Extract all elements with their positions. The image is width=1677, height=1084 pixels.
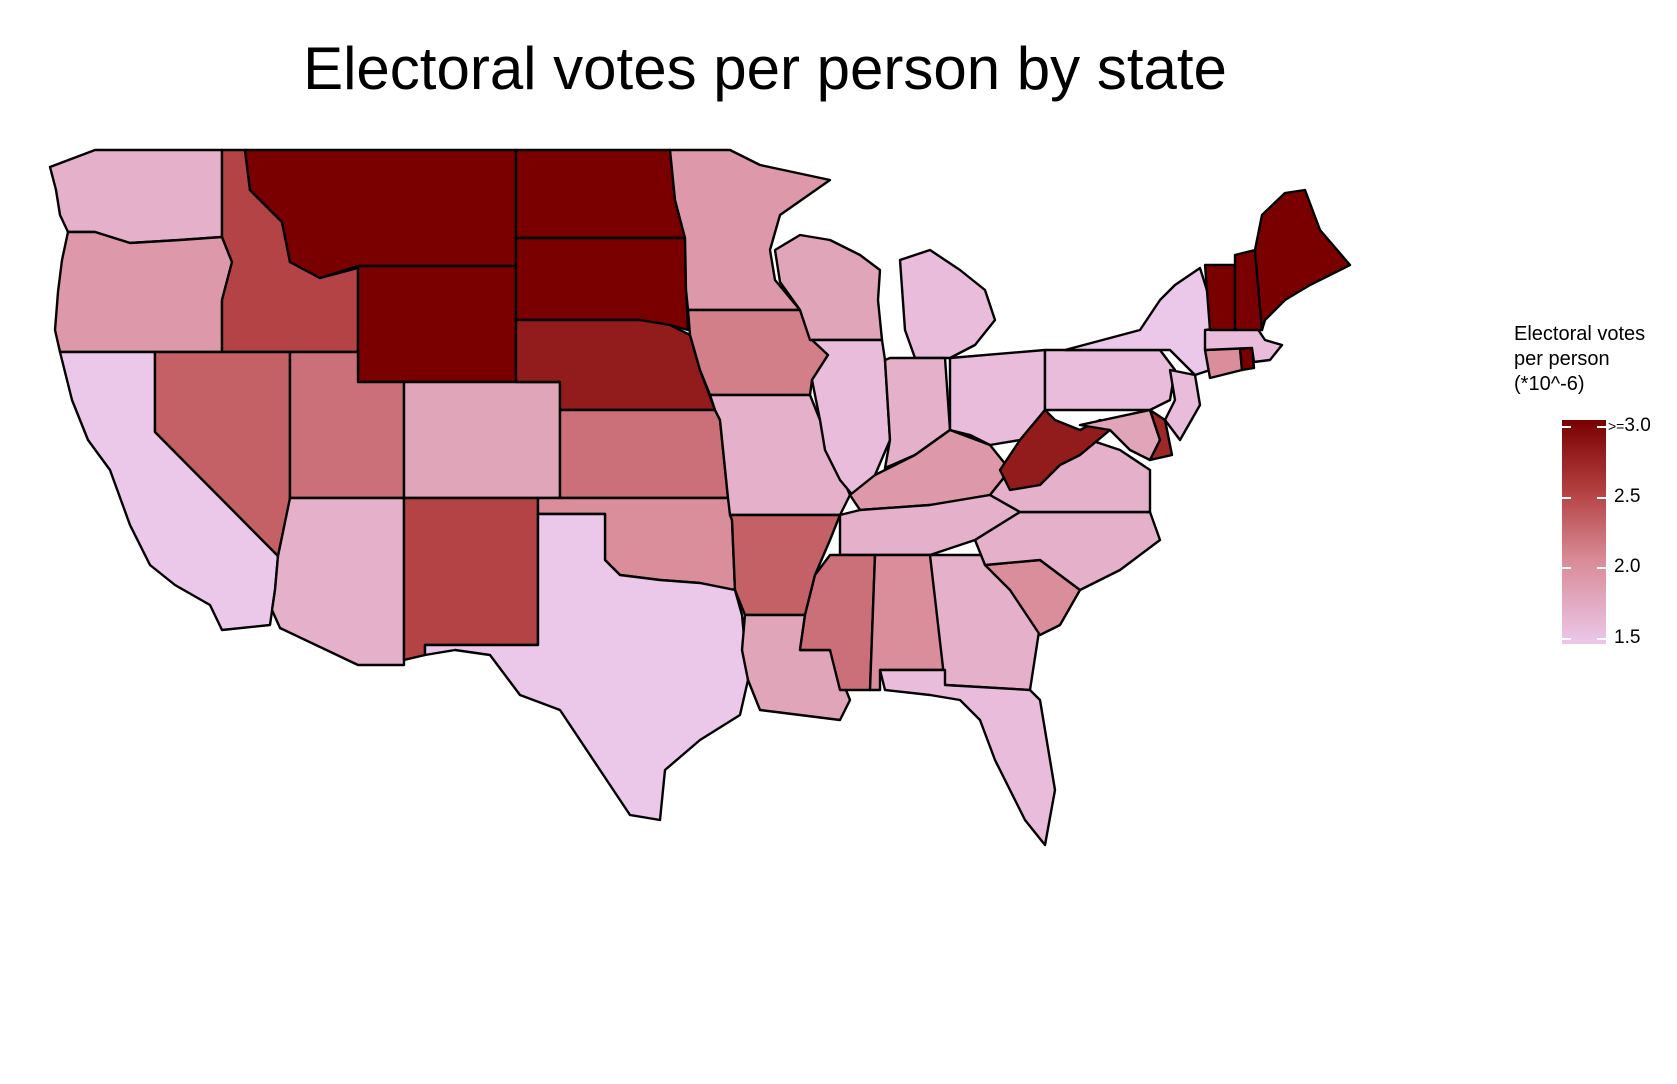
legend-tick-mark [1562, 497, 1571, 499]
state-connecticut [1203, 346, 1244, 380]
state-wyoming [356, 264, 518, 384]
state-florida [878, 668, 1057, 847]
legend-color-bar [1562, 420, 1606, 644]
legend-tick-value: 3.0 [1624, 415, 1651, 436]
state-arizona [270, 496, 406, 667]
state-vermont [1203, 263, 1237, 332]
state-washington [48, 148, 224, 245]
state-oregon [53, 230, 234, 354]
legend-tick-value: 2.0 [1614, 556, 1641, 577]
state-new-jersey [1163, 368, 1202, 442]
legend-tick-mark [1597, 497, 1606, 499]
legend-tick-mark [1562, 638, 1571, 640]
legend-tick-label: >=3.0 [1608, 415, 1651, 437]
state-north-dakota [514, 148, 687, 240]
state-kansas [558, 408, 730, 500]
legend-tick-label: 1.5 [1614, 627, 1640, 649]
legend-title: Electoral votes per person (*10^-6) [1514, 322, 1674, 397]
color-legend: Electoral votes per person (*10^-6) >=3.… [1514, 322, 1674, 648]
state-illinois [810, 338, 892, 500]
legend-tick-value: 1.5 [1614, 627, 1641, 648]
state-maine [1253, 188, 1352, 332]
legend-tick-label: 2.5 [1614, 486, 1640, 508]
state-new-mexico [402, 496, 540, 662]
legend-tick-value: 2.5 [1614, 486, 1641, 507]
us-states-choropleth-map [48, 148, 1352, 847]
state-new-york [1063, 266, 1212, 377]
state-wisconsin [773, 233, 884, 342]
state-colorado [402, 380, 562, 500]
state-delaware [1148, 408, 1174, 462]
legend-title-line: Electoral votes [1514, 323, 1646, 345]
legend-tick-mark [1597, 567, 1606, 569]
state-minnesota [668, 148, 832, 312]
legend-tick-label: 2.0 [1614, 556, 1640, 578]
state-michigan [898, 248, 997, 360]
state-texas [423, 512, 750, 822]
legend-tick-mark [1597, 426, 1606, 428]
legend-tick-mark [1562, 567, 1571, 569]
legend-title-line: (*10^-6) [1514, 373, 1585, 395]
legend-title-line: per person [1514, 348, 1610, 370]
state-south-dakota [514, 236, 690, 332]
state-pennsylvania [1043, 348, 1177, 412]
legend-tick-mark [1597, 638, 1606, 640]
legend-tick-mark [1562, 426, 1571, 428]
legend-tick-prefix: >= [1608, 418, 1625, 434]
map-title: Electoral votes per person by state [303, 35, 1227, 102]
